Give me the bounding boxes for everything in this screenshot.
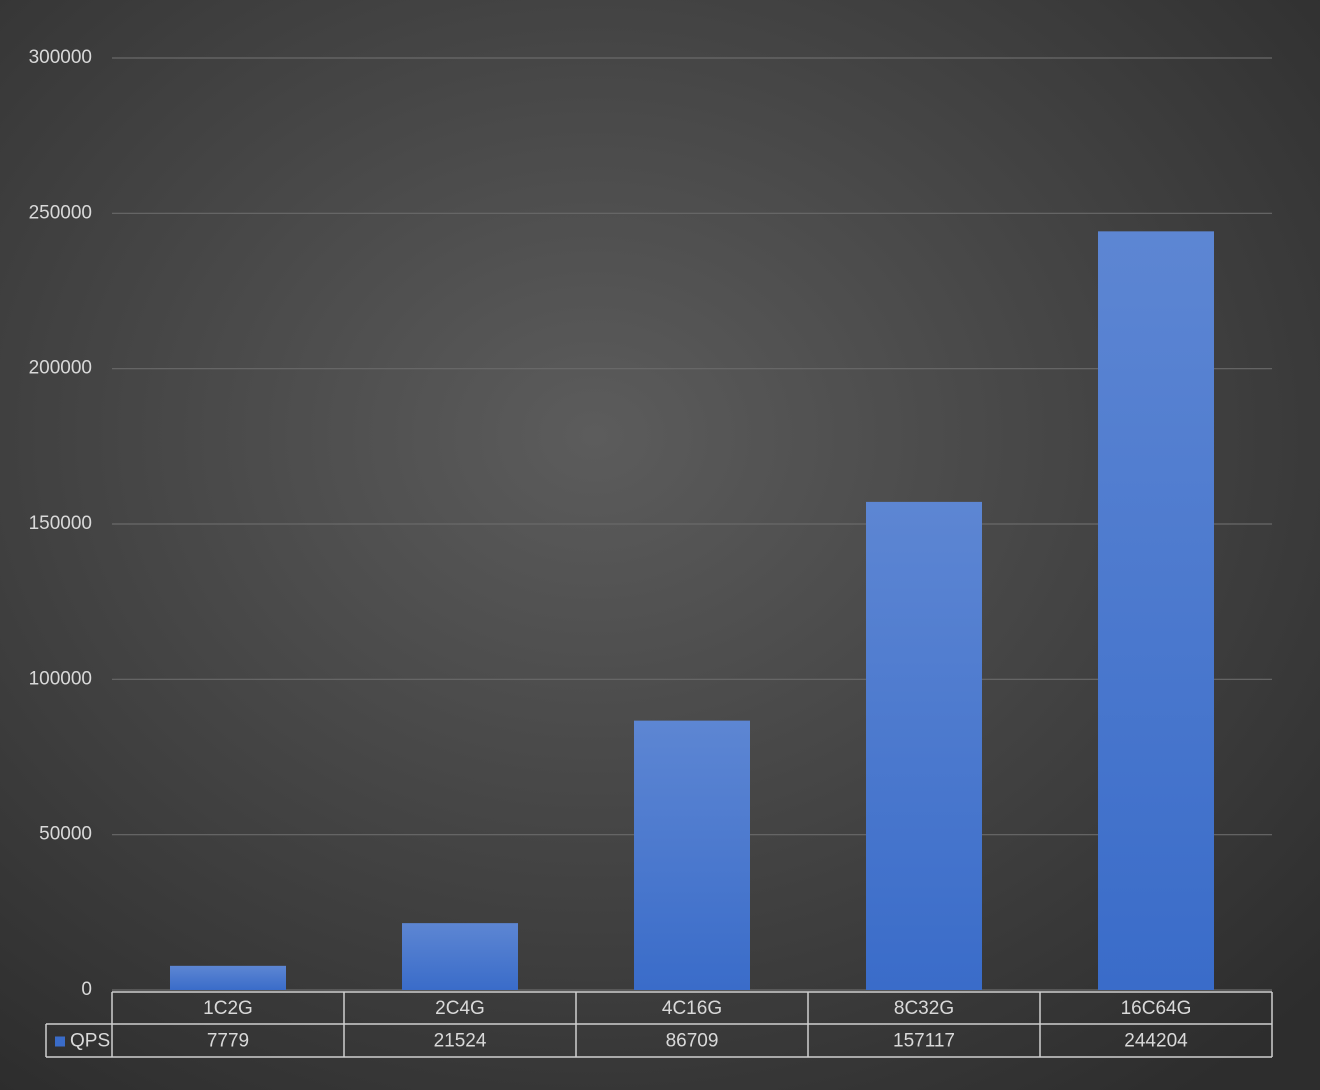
table-value: 21524 [434, 1031, 487, 1052]
table-value: 157117 [893, 1031, 955, 1052]
y-tick-label: 250000 [29, 202, 92, 223]
bar [634, 720, 750, 990]
y-tick-label: 50000 [39, 824, 92, 845]
legend-label: QPS [70, 1031, 110, 1052]
table-value: 244204 [1124, 1031, 1188, 1052]
y-tick-label: 0 [81, 979, 92, 1000]
x-tick-label: 8C32G [894, 998, 954, 1019]
table-value: 7779 [207, 1031, 249, 1052]
y-tick-label: 150000 [29, 513, 92, 534]
y-tick-label: 200000 [29, 358, 92, 379]
bar [170, 965, 286, 990]
x-tick-label: 16C64G [1121, 998, 1192, 1019]
bar [1098, 231, 1214, 990]
bar [866, 501, 982, 990]
table-value: 86709 [666, 1031, 719, 1052]
y-tick-label: 300000 [29, 47, 92, 68]
x-tick-label: 2C4G [435, 998, 485, 1019]
legend-key [55, 1036, 65, 1047]
x-tick-label: 4C16G [662, 998, 722, 1019]
bar [402, 923, 518, 990]
x-tick-label: 1C2G [203, 998, 253, 1019]
y-tick-label: 100000 [29, 668, 92, 689]
